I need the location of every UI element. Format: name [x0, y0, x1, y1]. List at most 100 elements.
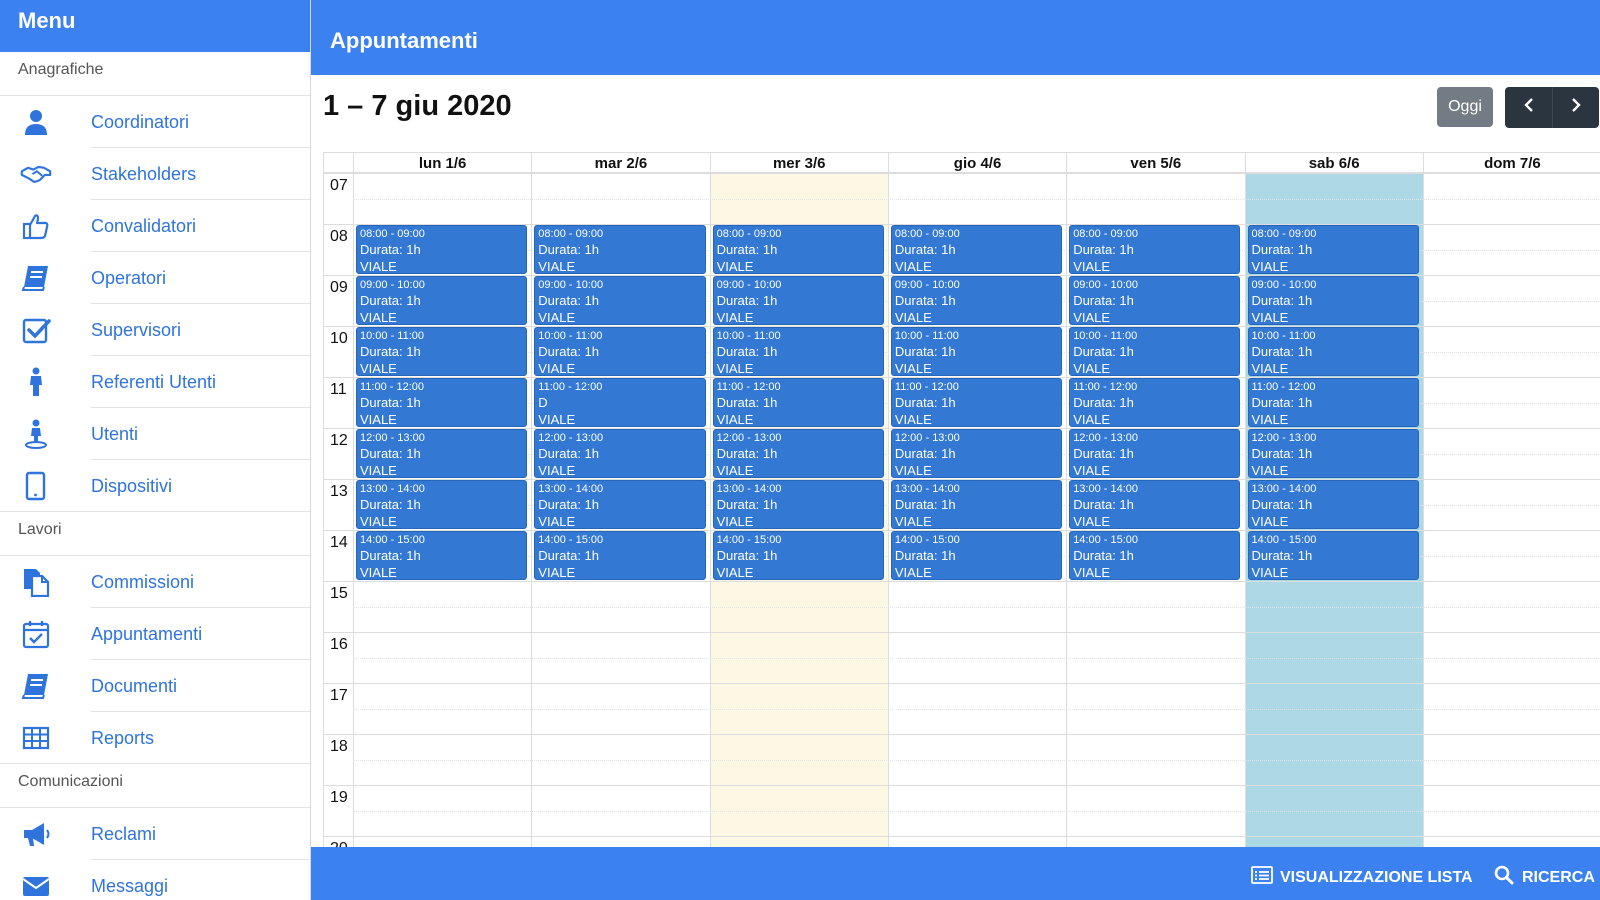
section-anagrafiche: Anagrafiche	[0, 52, 310, 96]
appointment-event[interactable]: 12:00 - 13:00 Durata: 1h VIALE	[1069, 429, 1241, 478]
appointment-event[interactable]: 13:00 - 14:00 Durata: 1h VIALE	[712, 480, 884, 529]
event-time: 09:00 - 10:00	[894, 279, 960, 291]
event-duration: Durata: 1h	[716, 395, 778, 410]
sidebar-item-coordinatori[interactable]: Coordinatori	[0, 96, 310, 148]
hour-label: 12	[330, 432, 348, 449]
sidebar-item-dispositivi[interactable]: Dispositivi	[0, 460, 310, 512]
sidebar-item-messaggi[interactable]: Messaggi	[0, 860, 310, 900]
sidebar-item-appuntamenti[interactable]: Appuntamenti	[0, 608, 310, 660]
appointment-event[interactable]: 12:00 - 13:00 Durata: 1h VIALE	[534, 429, 706, 478]
event-location: VIALE	[1251, 361, 1289, 376]
day-column[interactable]	[1422, 173, 1600, 847]
appointment-event[interactable]: 09:00 - 10:00 Durata: 1h VIALE	[1247, 276, 1419, 325]
appointment-event[interactable]: 13:00 - 14:00 Durata: 1h VIALE	[356, 480, 528, 529]
appointment-event[interactable]: 10:00 - 11:00 Durata: 1h VIALE	[534, 327, 706, 376]
event-location: VIALE	[1251, 259, 1289, 274]
sidebar-item-supervisori[interactable]: Supervisori	[0, 304, 310, 356]
appointment-event[interactable]: 08:00 - 09:00 Durata: 1h VIALE	[1069, 225, 1241, 274]
week-calendar: lun 1/6 mar 2/6 mer 3/6 gio 4/6 ven 5/6 sab 6…	[323, 152, 1600, 847]
sidebar-item-stakeholders[interactable]: Stakeholders	[0, 148, 310, 200]
appointment-event[interactable]: 09:00 - 10:00 Durata: 1h VIALE	[712, 276, 884, 325]
appointment-event[interactable]: 11:00 - 12:00 D VIALE	[534, 378, 706, 427]
appointment-event[interactable]: 14:00 - 15:00 Durata: 1h VIALE	[712, 531, 884, 580]
hour-row: 19	[324, 785, 1600, 836]
day-header[interactable]: mar 2/6	[531, 153, 709, 173]
event-time: 13:00 - 14:00	[1073, 483, 1139, 495]
day-header[interactable]: dom 7/6	[1422, 153, 1600, 173]
next-week-button[interactable]	[1552, 87, 1599, 128]
event-location: VIALE	[1073, 361, 1111, 376]
event-location: VIALE	[716, 514, 754, 529]
sidebar-item-reclami[interactable]: Reclami	[0, 808, 310, 860]
appointment-event[interactable]: 11:00 - 12:00 Durata: 1h VIALE	[356, 378, 528, 427]
appointment-event[interactable]: 13:00 - 14:00 Durata: 1h VIALE	[890, 480, 1063, 529]
search-button[interactable]: RICERCA	[1493, 865, 1595, 890]
appointment-event[interactable]: 14:00 - 15:00 Durata: 1h VIALE	[1247, 531, 1419, 580]
event-time: 14:00 - 15:00	[1073, 534, 1139, 546]
appointment-event[interactable]: 11:00 - 12:00 Durata: 1h VIALE	[712, 378, 884, 427]
appointment-event[interactable]: 11:00 - 12:00 Durata: 1h VIALE	[1247, 378, 1419, 427]
appointment-event[interactable]: 10:00 - 11:00 Durata: 1h VIALE	[712, 327, 884, 376]
appointment-event[interactable]: 08:00 - 09:00 Durata: 1h VIALE	[356, 225, 528, 274]
appointment-event[interactable]: 08:00 - 09:00 Durata: 1h VIALE	[534, 225, 706, 274]
table-icon	[0, 712, 91, 764]
today-button[interactable]: Oggi	[1437, 87, 1493, 127]
appointment-event[interactable]: 09:00 - 10:00 Durata: 1h VIALE	[890, 276, 1063, 325]
event-location: VIALE	[1251, 565, 1289, 580]
appointment-event[interactable]: 12:00 - 13:00 Durata: 1h VIALE	[1247, 429, 1419, 478]
appointment-event[interactable]: 10:00 - 11:00 Durata: 1h VIALE	[890, 327, 1063, 376]
appointment-event[interactable]: 11:00 - 12:00 Durata: 1h VIALE	[1069, 378, 1241, 427]
appointment-event[interactable]: 08:00 - 09:00 Durata: 1h VIALE	[890, 225, 1063, 274]
appointment-event[interactable]: 10:00 - 11:00 Durata: 1h VIALE	[1069, 327, 1241, 376]
appointment-event[interactable]: 09:00 - 10:00 Durata: 1h VIALE	[1069, 276, 1241, 325]
sidebar-item-convalidatori[interactable]: Convalidatori	[0, 200, 310, 252]
prev-week-button[interactable]	[1505, 87, 1552, 128]
appointment-event[interactable]: 14:00 - 15:00 Durata: 1h VIALE	[356, 531, 528, 580]
appointment-event[interactable]: 13:00 - 14:00 Durata: 1h VIALE	[1247, 480, 1419, 529]
hour-row: 17	[324, 683, 1600, 734]
appointment-event[interactable]: 08:00 - 09:00 Durata: 1h VIALE	[1247, 225, 1419, 274]
appointment-event[interactable]: 11:00 - 12:00 Durata: 1h VIALE	[890, 378, 1063, 427]
appointment-event[interactable]: 09:00 - 10:00 Durata: 1h VIALE	[356, 276, 528, 325]
day-column[interactable]	[531, 173, 709, 847]
appointment-event[interactable]: 10:00 - 11:00 Durata: 1h VIALE	[1247, 327, 1419, 376]
day-header[interactable]: gio 4/6	[887, 153, 1066, 173]
event-duration: Durata: 1h	[1251, 497, 1313, 512]
appointment-event[interactable]: 08:00 - 09:00 Durata: 1h VIALE	[712, 225, 884, 274]
appointment-event[interactable]: 09:00 - 10:00 Durata: 1h VIALE	[534, 276, 706, 325]
page-header: Appuntamenti	[311, 0, 1600, 75]
appointment-event[interactable]: 10:00 - 11:00 Durata: 1h VIALE	[356, 327, 528, 376]
day-column[interactable]	[1066, 173, 1244, 847]
appointment-event[interactable]: 12:00 - 13:00 Durata: 1h VIALE	[356, 429, 528, 478]
day-header[interactable]: lun 1/6	[353, 153, 531, 173]
event-time: 12:00 - 13:00	[1073, 432, 1139, 444]
appointment-event[interactable]: 12:00 - 13:00 Durata: 1h VIALE	[712, 429, 884, 478]
appointment-event[interactable]: 13:00 - 14:00 Durata: 1h VIALE	[1069, 480, 1241, 529]
sidebar-item-referenti-utenti[interactable]: Referenti Utenti	[0, 356, 310, 408]
sidebar-item-operatori[interactable]: Operatori	[0, 252, 310, 304]
day-column[interactable]	[887, 173, 1066, 847]
sidebar-item-label: Documenti	[91, 675, 178, 696]
sidebar-item-utenti[interactable]: Utenti	[0, 408, 310, 460]
appointment-event[interactable]: 14:00 - 15:00 Durata: 1h VIALE	[890, 531, 1063, 580]
sidebar-item-label: Appuntamenti	[91, 623, 203, 644]
event-location: VIALE	[360, 310, 397, 325]
day-column[interactable]	[353, 173, 531, 847]
appointment-event[interactable]: 14:00 - 15:00 Durata: 1h VIALE	[534, 531, 706, 580]
appointment-event[interactable]: 14:00 - 15:00 Durata: 1h VIALE	[1069, 531, 1241, 580]
appointment-event[interactable]: 12:00 - 13:00 Durata: 1h VIALE	[890, 429, 1063, 478]
event-location: VIALE	[360, 565, 397, 580]
sidebar-item-documenti[interactable]: Documenti	[0, 660, 310, 712]
event-duration: Durata: 1h	[1251, 344, 1313, 359]
day-header[interactable]: sab 6/6	[1244, 153, 1423, 173]
day-header[interactable]: mer 3/6	[709, 153, 888, 173]
list-view-button[interactable]: VISUALIZZAZIONE LISTA	[1251, 865, 1473, 890]
hour-label: 20	[330, 840, 348, 847]
event-location: VIALE	[894, 310, 932, 325]
sidebar-item-commissioni[interactable]: Commissioni	[0, 556, 310, 608]
sidebar-item-reports[interactable]: Reports	[0, 712, 310, 764]
day-header[interactable]: ven 5/6	[1066, 153, 1244, 173]
event-location: VIALE	[538, 463, 576, 478]
appointment-event[interactable]: 13:00 - 14:00 Durata: 1h VIALE	[534, 480, 706, 529]
sidebar-item-label: Reclami	[91, 823, 157, 844]
